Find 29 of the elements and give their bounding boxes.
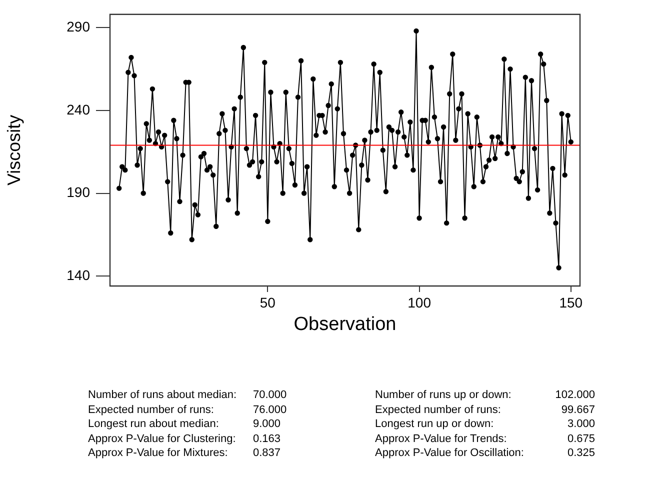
x-tick-label: 150 (559, 294, 583, 310)
text: Expected number of runs: (375, 402, 502, 418)
text: Approx P-Value for Trends: (375, 432, 508, 446)
text: 3.000 (566, 417, 595, 432)
text: 99.667 (560, 402, 595, 418)
text: 0.325 (566, 446, 595, 461)
text: 0.163 (253, 432, 282, 446)
y-axis-title: Viscosity (4, 114, 24, 186)
text: 9.000 (253, 417, 282, 432)
y-tick-label: 140 (66, 266, 90, 283)
y-tick-label: 240 (66, 101, 90, 118)
text: Approx P-Value for Oscillation: (375, 446, 525, 461)
text: 0.675 (566, 432, 595, 446)
x-tick-label: 50 (260, 294, 276, 310)
text: Number of runs up or down: (375, 388, 512, 403)
x-tick-label: 100 (408, 294, 432, 310)
text: Longest run up or down: (375, 417, 495, 432)
y-tick-label: 190 (66, 184, 90, 200)
y-tick-label: 290 (66, 18, 90, 35)
text: 0.837 (253, 446, 282, 461)
text: 70.000 (253, 388, 288, 403)
text: Longest run about median: (88, 417, 220, 432)
text: Approx P-Value for Mixtures: (88, 446, 229, 461)
text: Approx P-Value for Clustering: (88, 432, 237, 446)
text: Number of runs about median: (88, 388, 238, 403)
text: Expected number of runs: (88, 402, 215, 418)
text: 76.000 (253, 402, 288, 418)
x-axis-title: Observation (294, 314, 396, 335)
text: 102.000 (554, 388, 595, 403)
